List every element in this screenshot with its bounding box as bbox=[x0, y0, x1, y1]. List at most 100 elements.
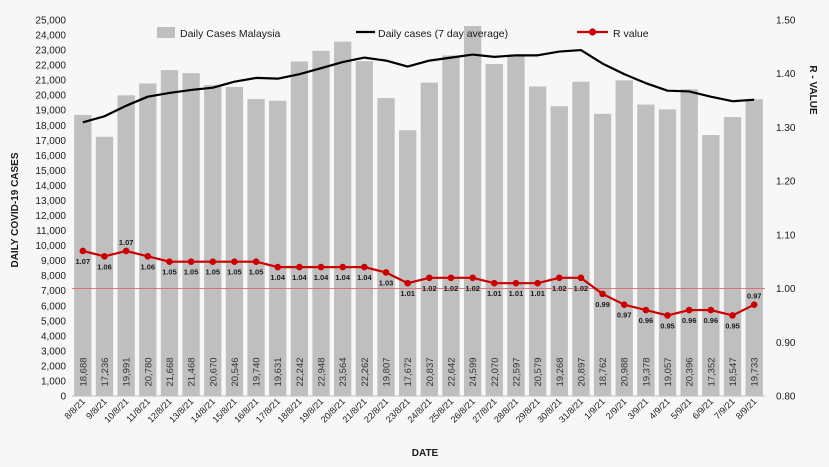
r-value-point bbox=[382, 269, 390, 276]
r-value-point bbox=[620, 301, 628, 308]
bar-value-label: 22,262 bbox=[360, 357, 371, 386]
r-value-label: 0.96 bbox=[704, 316, 719, 325]
y-tick-label: 19,000 bbox=[35, 106, 66, 117]
r-value-point bbox=[339, 263, 347, 271]
bar-value-label: 21,668 bbox=[165, 357, 176, 386]
r-value-label: 1.04 bbox=[270, 273, 285, 282]
bar-value-label: 20,837 bbox=[425, 357, 436, 386]
bar bbox=[377, 98, 395, 396]
r-value-label: 0.95 bbox=[725, 321, 740, 330]
y-tick-label: 18,000 bbox=[35, 121, 66, 132]
r-value-label: 1.04 bbox=[357, 273, 372, 282]
y2-tick-label: 1.40 bbox=[776, 69, 796, 80]
bar bbox=[182, 73, 200, 397]
bar bbox=[420, 82, 438, 397]
legend: Daily Cases Malaysia Daily cases (7 day … bbox=[157, 27, 649, 40]
y2-tick-label: 1.50 bbox=[776, 16, 796, 27]
bar bbox=[204, 85, 222, 397]
bar bbox=[139, 83, 157, 396]
r-value-label: 0.95 bbox=[660, 321, 675, 330]
r-value-point bbox=[79, 247, 87, 255]
r-value-point bbox=[664, 312, 671, 319]
average-line bbox=[82, 48, 755, 124]
y-tick-label: 9,000 bbox=[41, 256, 66, 267]
x-tick-label: 8/9/21 bbox=[734, 396, 759, 421]
bar-value-label: 20,780 bbox=[143, 357, 154, 386]
bar bbox=[442, 55, 460, 397]
r-value-label: 1.03 bbox=[379, 278, 394, 287]
r-value-point bbox=[707, 306, 715, 314]
y-tick-label: 17,000 bbox=[35, 136, 66, 147]
r-value-label: 0.99 bbox=[595, 300, 610, 309]
y2-tick-label: 1.20 bbox=[776, 177, 796, 188]
bar-value-label: 20,897 bbox=[576, 357, 587, 386]
r-value-label: 1.06 bbox=[97, 262, 112, 271]
bar-value-label: 22,597 bbox=[511, 357, 522, 386]
bar-value-label: 17,352 bbox=[706, 357, 717, 386]
r-value-point bbox=[144, 253, 152, 260]
x-tick-label: 4/9/21 bbox=[647, 396, 672, 421]
x-tick-label: 31/8/21 bbox=[557, 396, 585, 424]
r-value-label: 1.04 bbox=[335, 273, 350, 282]
y-tick-label: 13,000 bbox=[35, 196, 66, 207]
y2-tick-label: 1.00 bbox=[776, 284, 796, 295]
x-tick-label: 8/8/21 bbox=[62, 396, 87, 421]
bar-value-label: 22,070 bbox=[490, 357, 501, 386]
r-value-point bbox=[534, 279, 541, 287]
bar bbox=[702, 135, 720, 396]
r-value-point bbox=[642, 306, 650, 314]
bar bbox=[355, 61, 374, 397]
y-tick-label: 7,000 bbox=[41, 286, 66, 297]
bar-value-label: 19,733 bbox=[750, 357, 761, 386]
r-value-label: 1.04 bbox=[314, 273, 329, 282]
bar bbox=[723, 117, 742, 397]
bar-value-label: 22,948 bbox=[317, 357, 328, 386]
y-tick-label: 20,000 bbox=[35, 91, 66, 102]
r-value-point bbox=[101, 253, 108, 260]
r-value-label: 1.02 bbox=[422, 284, 437, 293]
y-tick-label: 0 bbox=[60, 392, 66, 403]
bar-value-label: 19,268 bbox=[555, 357, 566, 386]
r-value-label: 1.02 bbox=[465, 284, 480, 293]
bar-value-label: 19,807 bbox=[382, 357, 393, 386]
bar-value-label: 17,672 bbox=[403, 357, 414, 386]
bar bbox=[399, 130, 417, 396]
bar-value-label: 20,546 bbox=[230, 357, 241, 386]
bar-value-label: 24,599 bbox=[468, 357, 479, 386]
r-value-point bbox=[166, 258, 173, 266]
r-value-label: 1.05 bbox=[227, 268, 242, 277]
bar-value-label: 22,642 bbox=[446, 357, 457, 386]
r-value-label: 1.01 bbox=[400, 289, 415, 298]
y-tick-label: 14,000 bbox=[35, 181, 66, 192]
bar bbox=[312, 50, 330, 397]
r-value-label: 0.96 bbox=[639, 316, 654, 325]
bar bbox=[117, 95, 135, 396]
r-value-point bbox=[274, 263, 282, 271]
r-value-label: 0.96 bbox=[682, 316, 697, 325]
r-value-point bbox=[685, 306, 693, 314]
bar-value-label: 20,988 bbox=[620, 357, 631, 386]
bar-value-label: 18,762 bbox=[598, 357, 609, 386]
r-value-label: 1.05 bbox=[184, 268, 199, 277]
r-value-label: 1.01 bbox=[487, 289, 502, 298]
y-tick-label: 4,000 bbox=[41, 331, 66, 342]
y2-axis-title: R - VALUE bbox=[807, 65, 818, 115]
x-tick-label: 6/9/21 bbox=[691, 396, 716, 421]
r-value-line bbox=[82, 249, 755, 317]
bar-value-label: 23,564 bbox=[338, 357, 349, 386]
r-value-point bbox=[209, 258, 217, 266]
bar bbox=[550, 106, 568, 397]
r-value-point bbox=[187, 258, 195, 266]
r-value-point bbox=[447, 274, 455, 282]
r-value-point bbox=[491, 279, 498, 287]
y-tick-label: 6,000 bbox=[41, 301, 66, 312]
bar bbox=[658, 109, 677, 396]
bar-value-label: 18,547 bbox=[728, 357, 739, 386]
y-tick-label: 16,000 bbox=[35, 151, 66, 162]
y-tick-label: 2,000 bbox=[41, 361, 66, 372]
y2-tick-label: 1.30 bbox=[776, 123, 796, 134]
x-tick-label: 3/9/21 bbox=[626, 396, 651, 421]
bar bbox=[160, 70, 179, 397]
y-tick-label: 23,000 bbox=[35, 46, 66, 57]
